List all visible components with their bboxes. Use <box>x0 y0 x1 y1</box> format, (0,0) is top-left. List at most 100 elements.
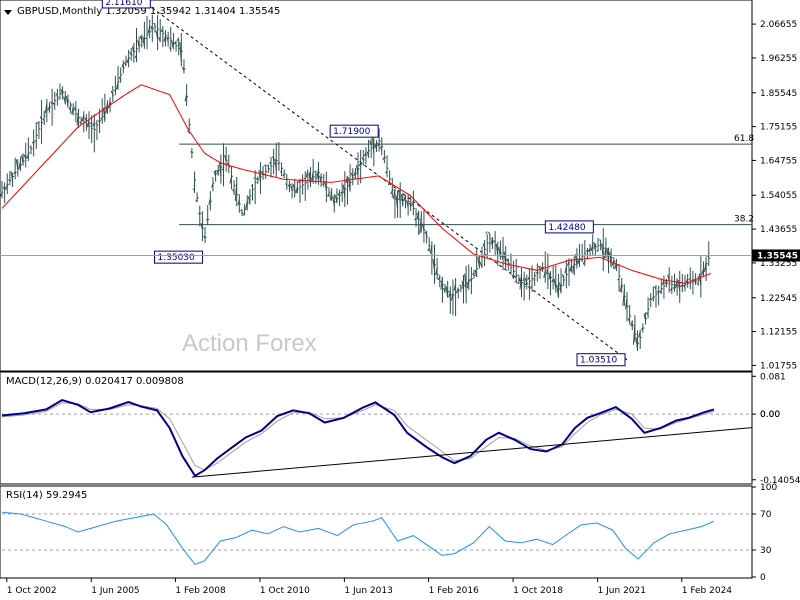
ohlc-open-tick <box>363 151 367 157</box>
ohlc-open-tick <box>292 184 296 191</box>
ohlc-open-tick <box>654 286 657 290</box>
macd-lines <box>1 399 753 478</box>
ohlc-open-tick <box>134 54 137 59</box>
ohlc-open-tick <box>258 169 261 182</box>
ohlc-open-tick <box>356 165 359 177</box>
price-tick-label: 2.06655 <box>760 20 797 30</box>
ohlc-open-tick <box>643 313 646 320</box>
ohlc-open-tick <box>324 181 327 191</box>
ohlc-open-tick <box>622 289 625 306</box>
ohlc-open-tick <box>63 96 66 104</box>
macd-line <box>1 399 715 478</box>
ohlc-open-tick <box>76 110 79 126</box>
ohlc-open-tick <box>208 198 211 205</box>
price-y-axis: 2.06655 1.96255 1.85545 1.75155 1.64755 1.540… <box>752 20 797 371</box>
ohlc-open-tick <box>205 218 209 221</box>
ohlc-open-tick <box>121 63 124 68</box>
ohlc-open-tick <box>543 270 546 278</box>
macd-trendline <box>191 427 753 478</box>
ohlc-open-tick <box>385 170 388 174</box>
ohlc-open-tick <box>358 162 362 167</box>
price-panel-frame <box>0 0 753 372</box>
ohlc-open-tick <box>15 159 19 170</box>
ohlc-open-tick <box>311 170 314 183</box>
ohlc-open-tick <box>150 25 153 31</box>
ohlc-open-tick <box>596 250 599 252</box>
ohlc-open-tick <box>60 89 64 96</box>
ohlc-open-tick <box>350 172 354 178</box>
ohlc-open-tick <box>511 274 515 280</box>
ohlc-open-tick <box>374 143 377 149</box>
price-label-text: 2.11610 <box>105 0 142 8</box>
ohlc-open-tick <box>139 35 143 41</box>
price-panel[interactable]: Action Forex GBPUSD,Monthly 1.32059 1.35… <box>0 0 800 372</box>
ohlc-open-tick <box>646 312 649 316</box>
ohlc-open-tick <box>501 255 504 260</box>
ohlc-open-tick <box>630 320 633 327</box>
ohlc-open-tick <box>530 285 533 288</box>
ohlc-open-tick <box>213 170 217 177</box>
ohlc-open-tick <box>680 284 683 287</box>
ohlc-open-tick <box>395 195 399 210</box>
time-tick-label: 1 Jun 2013 <box>344 586 392 596</box>
ohlc-open-tick <box>334 195 338 204</box>
ohlc-open-tick <box>340 191 343 195</box>
ohlc-open-tick <box>168 47 172 50</box>
ohlc-open-tick <box>305 169 309 178</box>
price-label-text: 1.03510 <box>580 356 617 366</box>
ohlc-open-tick <box>100 116 103 120</box>
ohlc-open-tick <box>419 215 422 234</box>
price-label-box <box>101 0 151 9</box>
ohlc-open-tick <box>445 286 449 298</box>
ohlc-open-tick <box>403 195 406 201</box>
ohlc-open-tick <box>675 279 678 289</box>
ohlc-open-tick <box>435 267 438 276</box>
ohlc-open-tick <box>509 271 512 275</box>
time-tick-label: 1 Jun 2021 <box>598 586 646 596</box>
ohlc-open-tick <box>166 36 169 42</box>
ohlc-open-tick <box>163 35 166 42</box>
ohlc-open-tick <box>290 185 293 192</box>
ohlc-open-tick <box>569 264 573 272</box>
ohlc-open-tick <box>479 262 483 268</box>
ohlc-open-tick <box>606 247 610 265</box>
macd-title: MACD(12,26,9) 0.020417 0.009808 <box>6 376 184 387</box>
ohlc-open-tick <box>437 276 441 281</box>
time-tick-label: 1 Jun 2005 <box>91 586 139 596</box>
ohlc-open-tick <box>126 57 130 64</box>
ohlc-open-tick <box>382 156 385 161</box>
ohlc-open-tick <box>416 210 420 220</box>
price-tick-label: 1.01755 <box>760 361 797 371</box>
macd-panel-frame <box>0 371 753 485</box>
dropdown-arrow-icon[interactable] <box>4 10 12 15</box>
ohlc-open-tick <box>342 184 346 198</box>
ohlc-open-tick <box>52 102 56 106</box>
ohlc-open-tick <box>50 101 53 105</box>
ohlc-open-tick <box>274 158 277 171</box>
ohlc-open-tick <box>514 280 517 283</box>
ohlc-open-tick <box>108 100 111 109</box>
ohlc-open-tick <box>371 134 375 154</box>
moving-average-line <box>1 84 712 284</box>
rsi-tick-label: 70 <box>760 510 772 520</box>
ohlc-open-tick <box>158 37 161 42</box>
ohlc-open-tick <box>266 164 269 167</box>
ohlc-open-tick <box>625 297 628 310</box>
ohlc-open-tick <box>284 183 288 186</box>
ohlc-open-tick <box>593 242 596 251</box>
ohlc-open-tick <box>44 103 48 114</box>
price-label-text: 1.35030 <box>158 253 195 263</box>
ohlc-open-tick <box>327 193 330 197</box>
ohlc-open-tick <box>79 121 82 125</box>
macd-panel[interactable]: MACD(12,26,9) 0.020417 0.009808 0.081 0.0… <box>0 371 800 486</box>
ohlc-open-tick <box>129 51 132 56</box>
ohlc-open-tick <box>659 290 662 294</box>
ohlc-open-tick <box>92 121 95 127</box>
ohlc-open-tick <box>192 188 195 191</box>
rsi-panel[interactable]: RSI(14) 59.2945 100 70 30 0 <box>0 483 777 583</box>
ohlc-open-tick <box>390 190 393 195</box>
price-tick-label: 1.85545 <box>760 89 797 99</box>
ohlc-open-tick <box>477 256 480 268</box>
ohlc-open-tick <box>13 171 16 175</box>
